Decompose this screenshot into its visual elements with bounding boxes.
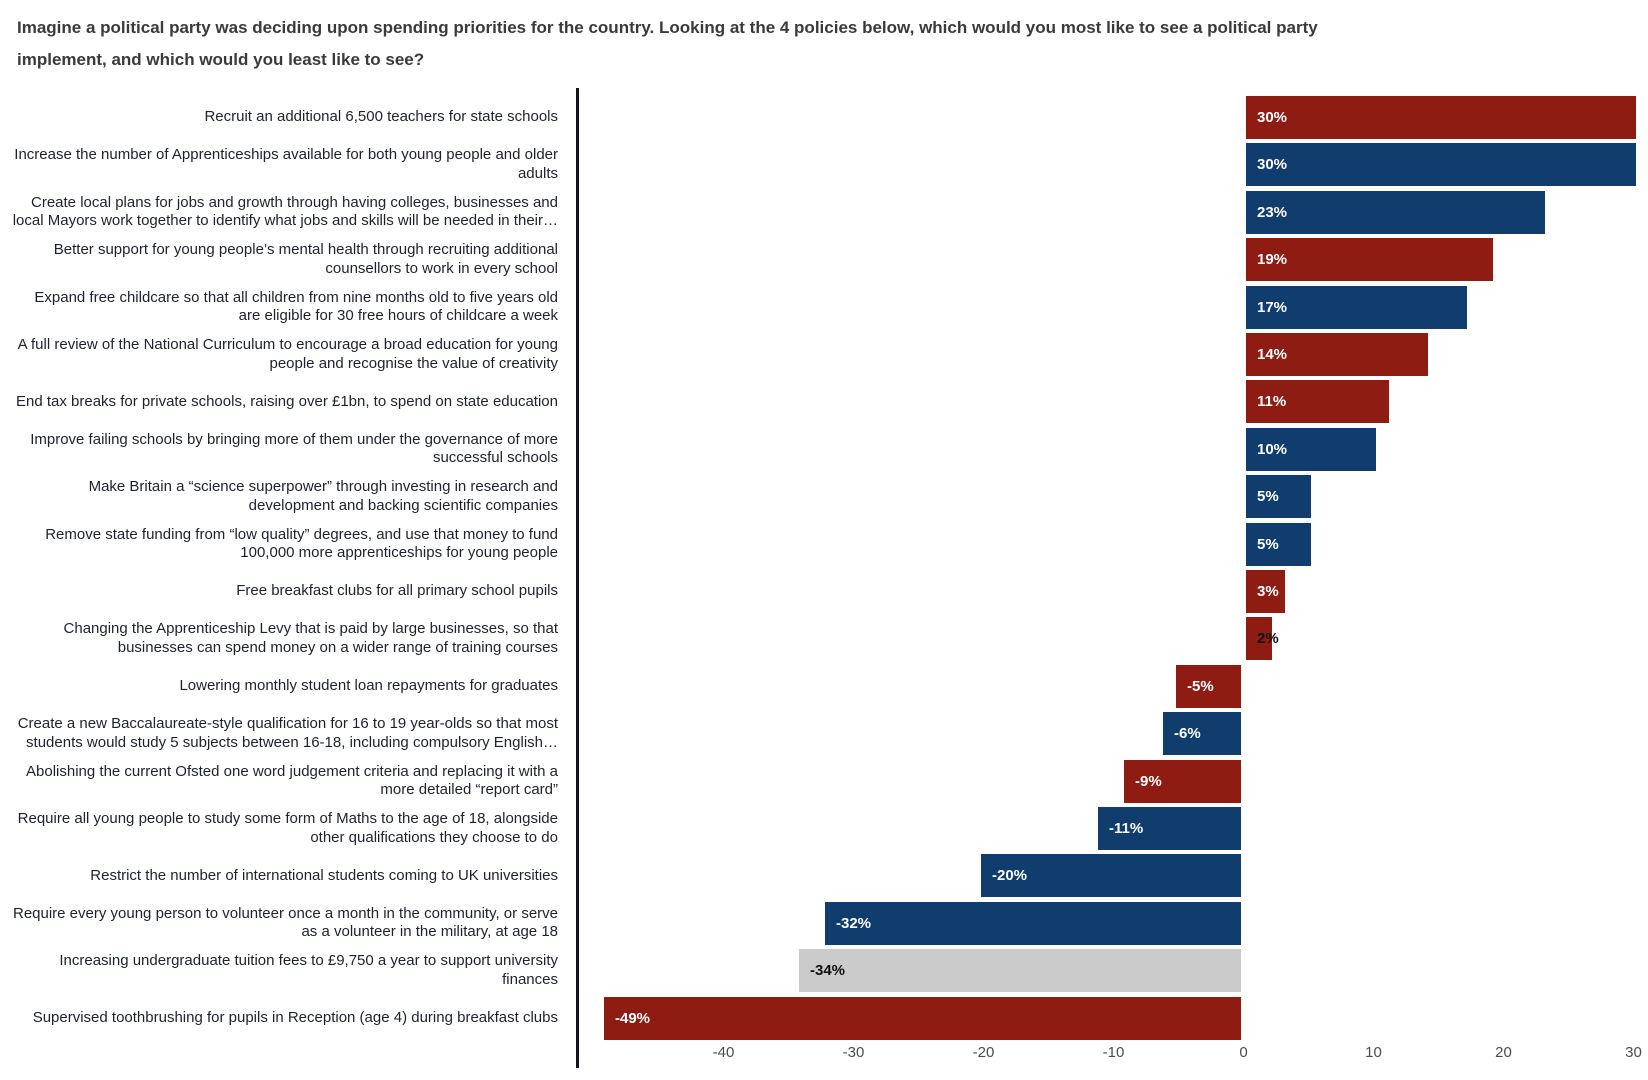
- chart-title-line2: implement, and which would you least lik…: [17, 50, 425, 69]
- bar-value-label: -11%: [1109, 820, 1144, 837]
- bar-value-label: 3%: [1257, 583, 1279, 600]
- category-label: Require all young people to study some f…: [17, 810, 558, 846]
- bar-row: Free breakfast clubs for all primary sch…: [0, 570, 1648, 613]
- bar-row: Better support for young people’s mental…: [0, 238, 1648, 282]
- bar-value-label: -6%: [1174, 725, 1201, 743]
- bar-value-label: -34%: [810, 962, 846, 980]
- bar-value-label: -20%: [992, 867, 1028, 885]
- bar-row: Abolishing the current Ofsted one word j…: [0, 759, 1648, 803]
- bar-row: Create a new Baccalaureate-style qualifi…: [0, 712, 1648, 756]
- category-label: Increase the number of Apprenticeships a…: [14, 146, 558, 182]
- bar: 17%: [1246, 285, 1467, 329]
- bar-value-label: 17%: [1257, 298, 1288, 316]
- bar-value-label: 23%: [1257, 203, 1288, 221]
- bar-value-label: 10%: [1257, 440, 1288, 458]
- category-label: Changing the Apprenticeship Levy that is…: [63, 620, 558, 656]
- category-label: Make Britain a “science superpower” thro…: [88, 478, 558, 514]
- bar: 14%: [1246, 333, 1428, 376]
- bar-value-label: 5%: [1257, 535, 1279, 553]
- category-label: Lowering monthly student loan repayments…: [179, 677, 558, 695]
- bar-value-label: -49%: [615, 1009, 651, 1027]
- bar: 23%: [1246, 190, 1545, 234]
- bar: 30%: [1246, 143, 1636, 187]
- bar: -9%: [1124, 759, 1241, 803]
- bar-row: Create local plans for jobs and growth t…: [0, 190, 1648, 234]
- bar: -49%: [604, 996, 1241, 1040]
- category-label: Expand free childcare so that all childr…: [34, 288, 558, 325]
- x-axis-tick-label: 20: [1495, 1044, 1512, 1061]
- bar-value-label: -5%: [1187, 677, 1214, 695]
- bar: -20%: [981, 854, 1241, 898]
- category-label: Free breakfast clubs for all primary sch…: [236, 582, 558, 600]
- category-label: Supervised toothbrushing for pupils in R…: [32, 1008, 558, 1026]
- bar-row: Supervised toothbrushing for pupils in R…: [0, 996, 1648, 1040]
- bar-row: Increasing undergraduate tuition fees to…: [0, 949, 1648, 993]
- bar-row: End tax breaks for private schools, rais…: [0, 380, 1648, 424]
- category-label: Better support for young people’s mental…: [53, 241, 558, 277]
- x-axis-tick-label: -20: [972, 1044, 995, 1061]
- bar-value-label: 2%: [1257, 630, 1279, 648]
- bar-row: Remove state funding from “low quality” …: [0, 522, 1648, 566]
- category-label: Improve failing schools by bringing more…: [30, 430, 558, 467]
- x-axis-tick-label: -10: [1102, 1044, 1125, 1061]
- bar: -5%: [1176, 664, 1241, 708]
- x-axis-tick-label: 30: [1625, 1044, 1642, 1061]
- x-axis-tick-label: -30: [842, 1044, 865, 1061]
- chart-title-line1: Imagine a political party was deciding u…: [17, 18, 1318, 37]
- bar: 5%: [1246, 522, 1311, 566]
- bar-row: Require all young people to study some f…: [0, 807, 1648, 850]
- bar-row: Require every young person to volunteer …: [0, 901, 1648, 945]
- category-label: Recruit an additional 6,500 teachers for…: [204, 108, 558, 126]
- bar-value-label: 14%: [1257, 346, 1288, 363]
- category-label: End tax breaks for private schools, rais…: [16, 392, 558, 410]
- bar: 5%: [1246, 475, 1311, 519]
- bar: 2%: [1246, 617, 1279, 661]
- category-label: Abolishing the current Ofsted one word j…: [26, 762, 558, 799]
- x-axis-tick-label: -40: [712, 1044, 735, 1061]
- bar-row: Expand free childcare so that all childr…: [0, 285, 1648, 329]
- bar-row: Lowering monthly student loan repayments…: [0, 664, 1648, 708]
- bar: 30%: [1246, 96, 1636, 139]
- bar: -32%: [825, 901, 1241, 945]
- bar-value-label: 11%: [1257, 393, 1287, 411]
- bar-row: Recruit an additional 6,500 teachers for…: [0, 96, 1648, 139]
- category-label: Create local plans for jobs and growth t…: [12, 193, 558, 230]
- category-axis-line: [576, 88, 579, 1068]
- bar: -34%: [799, 949, 1241, 993]
- category-label: Require every young person to volunteer …: [12, 904, 558, 941]
- bar-row: Changing the Apprenticeship Levy that is…: [0, 617, 1648, 661]
- bar-value-label: -32%: [836, 914, 872, 932]
- chart-title: Imagine a political party was deciding u…: [17, 12, 1318, 76]
- category-label: Increasing undergraduate tuition fees to…: [59, 952, 558, 988]
- bar: 11%: [1246, 380, 1389, 424]
- bar-row: Increase the number of Apprenticeships a…: [0, 143, 1648, 187]
- bar-row: Make Britain a “science superpower” thro…: [0, 475, 1648, 519]
- bar: -11%: [1098, 807, 1241, 850]
- bar: 19%: [1246, 238, 1493, 282]
- bar-row: Restrict the number of international stu…: [0, 854, 1648, 898]
- bar-row: Improve failing schools by bringing more…: [0, 427, 1648, 471]
- x-axis-tick-label: 10: [1365, 1044, 1382, 1061]
- bar-value-label: 30%: [1257, 156, 1288, 174]
- bar-value-label: 30%: [1257, 109, 1288, 126]
- bar: -6%: [1163, 712, 1241, 756]
- x-axis-tick-label: 0: [1239, 1044, 1248, 1061]
- category-label: Create a new Baccalaureate-style qualifi…: [17, 715, 558, 751]
- bar: 3%: [1246, 570, 1285, 613]
- bar-value-label: -9%: [1135, 772, 1162, 790]
- bar-value-label: 5%: [1257, 488, 1279, 506]
- category-label: Remove state funding from “low quality” …: [45, 525, 558, 562]
- bar-row: A full review of the National Curriculum…: [0, 333, 1648, 376]
- category-label: Restrict the number of international stu…: [90, 866, 558, 884]
- category-label: A full review of the National Curriculum…: [17, 336, 558, 372]
- bar: 10%: [1246, 427, 1376, 471]
- bar-value-label: 19%: [1257, 251, 1288, 269]
